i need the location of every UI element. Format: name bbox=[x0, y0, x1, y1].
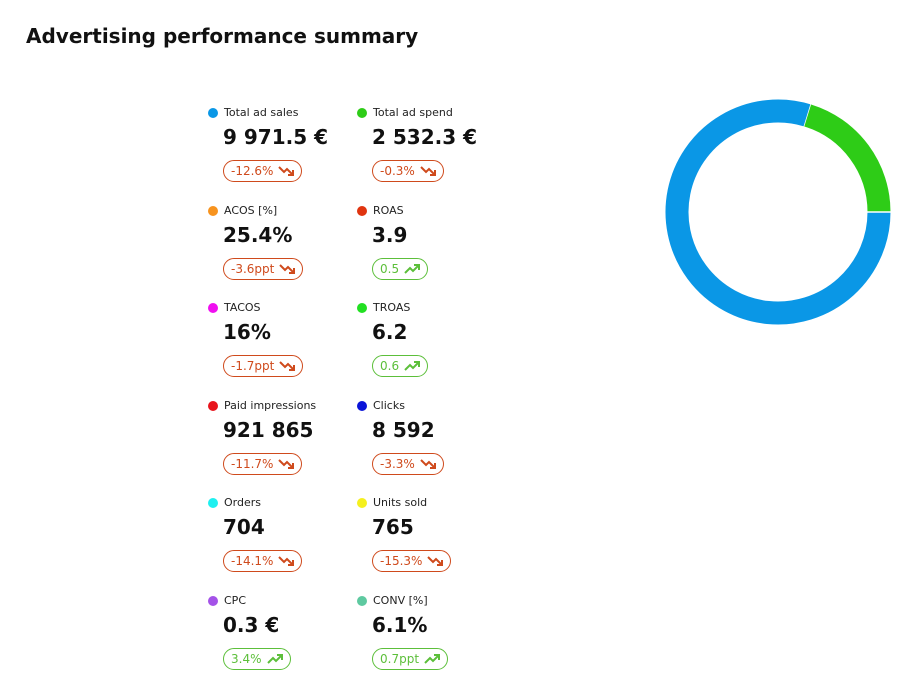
page-title: Advertising performance summary bbox=[26, 24, 419, 48]
trend-down-icon bbox=[420, 458, 436, 469]
trend-up-icon bbox=[404, 361, 421, 371]
change-badge: -1.7ppt bbox=[223, 355, 304, 377]
change-badge: 0.6 bbox=[372, 355, 429, 377]
legend-dot bbox=[357, 303, 367, 313]
trend-down-icon bbox=[427, 556, 444, 566]
legend-dot bbox=[208, 400, 218, 411]
metric-label: TACOS bbox=[224, 301, 261, 314]
metric-label: Paid impressions bbox=[224, 398, 317, 412]
change-text: -0.3% bbox=[380, 164, 415, 178]
legend-dot bbox=[208, 108, 218, 118]
metric-label: Total ad spend bbox=[373, 106, 453, 119]
change-text: 3.4% bbox=[231, 651, 262, 666]
change-text: -1.7ppt bbox=[231, 359, 275, 373]
legend-dot bbox=[357, 205, 367, 216]
trend-down-icon bbox=[278, 458, 295, 469]
change-text: -15.3% bbox=[380, 554, 423, 568]
change-badge: -3.3% bbox=[372, 452, 444, 475]
trend-down-icon bbox=[278, 166, 295, 176]
legend-dot bbox=[208, 595, 218, 606]
trend-up-icon bbox=[404, 263, 421, 274]
legend-dot bbox=[208, 498, 218, 508]
metric-value: 16% bbox=[223, 320, 271, 344]
metric-value: 8 592 bbox=[372, 417, 435, 442]
metric-label: ACOS [%] bbox=[224, 203, 278, 217]
donut-chart bbox=[665, 99, 891, 325]
change-badge: -15.3% bbox=[372, 550, 452, 572]
metric-label: TROAS bbox=[373, 301, 411, 314]
metric-label: Clicks bbox=[373, 398, 405, 412]
metric-label: ROAS bbox=[373, 203, 404, 217]
legend-dot bbox=[208, 303, 218, 313]
change-text: 0.6 bbox=[380, 359, 400, 373]
legend-dot bbox=[357, 108, 367, 118]
legend-dot bbox=[357, 498, 367, 508]
metric-value: 921 865 bbox=[223, 417, 314, 442]
change-text: 0.5 bbox=[380, 261, 400, 276]
trend-up-icon bbox=[266, 653, 283, 664]
change-badge: 3.4% bbox=[223, 647, 291, 670]
change-badge: -3.6ppt bbox=[223, 257, 304, 280]
change-text: -11.7% bbox=[231, 456, 274, 471]
metric-value: 765 bbox=[372, 515, 414, 539]
trend-down-icon bbox=[279, 263, 296, 274]
segment-separator bbox=[803, 103, 812, 128]
change-text: -12.6% bbox=[231, 164, 274, 178]
metric-label: CPC bbox=[224, 593, 246, 607]
donut-segment bbox=[665, 99, 891, 325]
change-text: 0.7ppt bbox=[380, 651, 420, 666]
trend-down-icon bbox=[278, 556, 295, 566]
metric-label: CONV [%] bbox=[373, 593, 428, 607]
donut-segment bbox=[803, 104, 891, 213]
metric-label: Orders bbox=[224, 496, 261, 509]
change-badge: -12.6% bbox=[223, 160, 303, 182]
trend-down-icon bbox=[279, 361, 296, 371]
metric-value: 704 bbox=[223, 515, 265, 539]
metric-value: 6.1% bbox=[372, 612, 428, 637]
metric-value: 2 532.3 € bbox=[372, 125, 478, 149]
change-text: -3.6ppt bbox=[231, 261, 275, 276]
trend-down-icon bbox=[420, 166, 436, 176]
metric-label: Total ad sales bbox=[224, 106, 299, 119]
metric-value: 9 971.5 € bbox=[223, 125, 329, 149]
metric-label: Units sold bbox=[373, 496, 428, 509]
legend-dot bbox=[208, 205, 218, 216]
legend-dot bbox=[357, 400, 367, 411]
change-badge: -11.7% bbox=[223, 452, 303, 475]
metric-value: 6.2 bbox=[372, 320, 408, 344]
trend-up-icon bbox=[424, 653, 441, 664]
change-text: -3.3% bbox=[380, 456, 415, 471]
metric-value: 25.4% bbox=[223, 222, 293, 247]
change-badge: 0.7ppt bbox=[372, 647, 449, 670]
legend-dot bbox=[357, 595, 367, 606]
change-text: -14.1% bbox=[231, 554, 274, 568]
change-badge: -0.3% bbox=[372, 160, 444, 182]
change-badge: -14.1% bbox=[223, 550, 303, 572]
change-badge: 0.5 bbox=[372, 257, 429, 280]
metric-value: 0.3 € bbox=[223, 612, 280, 637]
metric-value: 3.9 bbox=[372, 222, 408, 247]
